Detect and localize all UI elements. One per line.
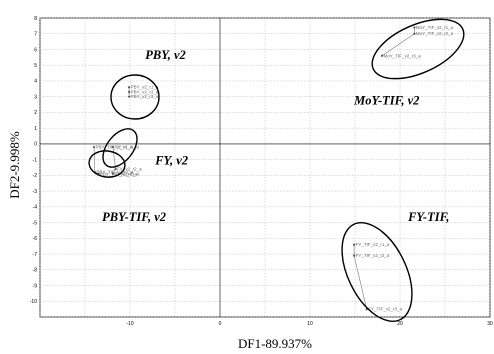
x-tick-label: 20 xyxy=(397,321,403,327)
x-axis-title: DF1-89.937% xyxy=(238,336,312,351)
y-tick-label: 8 xyxy=(34,16,37,22)
x-tick-label: -10 xyxy=(126,321,133,327)
y-tick-label: -9 xyxy=(33,283,38,289)
data-point-pby-v2 xyxy=(128,95,131,98)
y-tick-label: 3 xyxy=(34,94,37,100)
data-point-fy-v2 xyxy=(111,145,114,149)
y-tick-label: 0 xyxy=(34,142,37,148)
y-tick-label: -5 xyxy=(33,220,38,226)
ellipse-fy-tif xyxy=(341,221,413,323)
y-tick-label: 5 xyxy=(34,63,37,69)
data-point-fy-v2 xyxy=(114,167,117,171)
ellipse-moy-tif-v2 xyxy=(371,18,465,80)
y-tick-label: -7 xyxy=(33,252,38,258)
group-label: MoY-TIF, v2 xyxy=(353,94,419,108)
x-tick-label: 30 xyxy=(487,321,493,327)
plot-background xyxy=(39,17,491,318)
data-point-pby-tif-v2 xyxy=(92,145,96,149)
data-point-fy-v2 xyxy=(111,172,114,175)
group-label: PBY, v2 xyxy=(145,48,186,62)
point-label: FY_v2_r2_a xyxy=(117,167,142,172)
y-tick-label: -3 xyxy=(33,189,38,195)
data-point-pby-v2 xyxy=(128,86,131,89)
point-label: FY_TIF_v2_r1_a xyxy=(356,242,390,247)
point-label: FY_TIF_v2_r2_a xyxy=(356,253,390,258)
group-label: FY-TIF, xyxy=(407,210,449,224)
point-label: PBY_TIF_v2_r3_a xyxy=(100,171,138,176)
y-tick-label: -2 xyxy=(33,173,38,179)
y-axis-title: DF2-9.998% xyxy=(7,131,22,199)
data-point-pby-v2 xyxy=(128,90,131,94)
x-tick-label: 10 xyxy=(307,321,313,327)
y-tick-label: -8 xyxy=(33,268,38,274)
y-tick-label: 2 xyxy=(34,110,37,116)
point-label: FY_TIF_v2_r3_a xyxy=(368,307,402,312)
data-point-moy-tif-v2 xyxy=(380,54,384,57)
x-tick-label: 0 xyxy=(219,321,222,327)
data-point-fy-tif xyxy=(353,243,356,246)
y-tick-label: 4 xyxy=(34,79,37,85)
y-tick-label: -4 xyxy=(33,205,38,211)
point-label: PBY_TIF_v2_r1_a xyxy=(96,145,134,150)
y-tick-label: 6 xyxy=(34,47,37,53)
y-tick-label: -1 xyxy=(33,157,38,163)
ellipse-fy-v2 xyxy=(102,128,138,168)
ellipse-pby-tif-v2 xyxy=(88,150,126,178)
y-tick-label: 7 xyxy=(34,32,37,38)
point-label: FY_v2_r3_a xyxy=(114,171,139,176)
data-point-moy-tif-v2 xyxy=(413,26,416,29)
point-label: PBY_v2_r2_a xyxy=(131,89,159,94)
point-label: FY_v2_r1_a xyxy=(114,145,139,150)
data-point-moy-tif-v2 xyxy=(413,32,416,35)
point-label: MoY_TIF_v2_r2_a xyxy=(416,31,454,36)
y-tick-label: 1 xyxy=(34,126,37,132)
grid xyxy=(39,17,491,318)
point-label: PBY_v2_r3_a xyxy=(131,94,159,99)
ellipse-pby-v2 xyxy=(110,74,160,120)
point-label: MoY_TIF_v2_r1_a xyxy=(416,25,454,30)
data-point-fy-tif xyxy=(353,254,356,257)
group-label: FY, v2 xyxy=(154,153,188,167)
point-label: MoY_TIF_v2_r3_a xyxy=(384,53,422,58)
zero-axes xyxy=(40,18,490,317)
point-label: PBY_v2_r1_a xyxy=(131,85,159,90)
y-tick-label: -10 xyxy=(30,299,37,305)
point-label: PBY_TIF_v2_r2_a xyxy=(96,170,134,175)
y-tick-label: -6 xyxy=(33,236,38,242)
group-ellipses xyxy=(88,18,465,323)
group-label: PBY-TIF, v2 xyxy=(102,210,166,224)
group-labels: PBY, v2 MoY-TIF, v2 FY, v2 PBY-TIF, v2 FY-TI… xyxy=(102,48,449,224)
